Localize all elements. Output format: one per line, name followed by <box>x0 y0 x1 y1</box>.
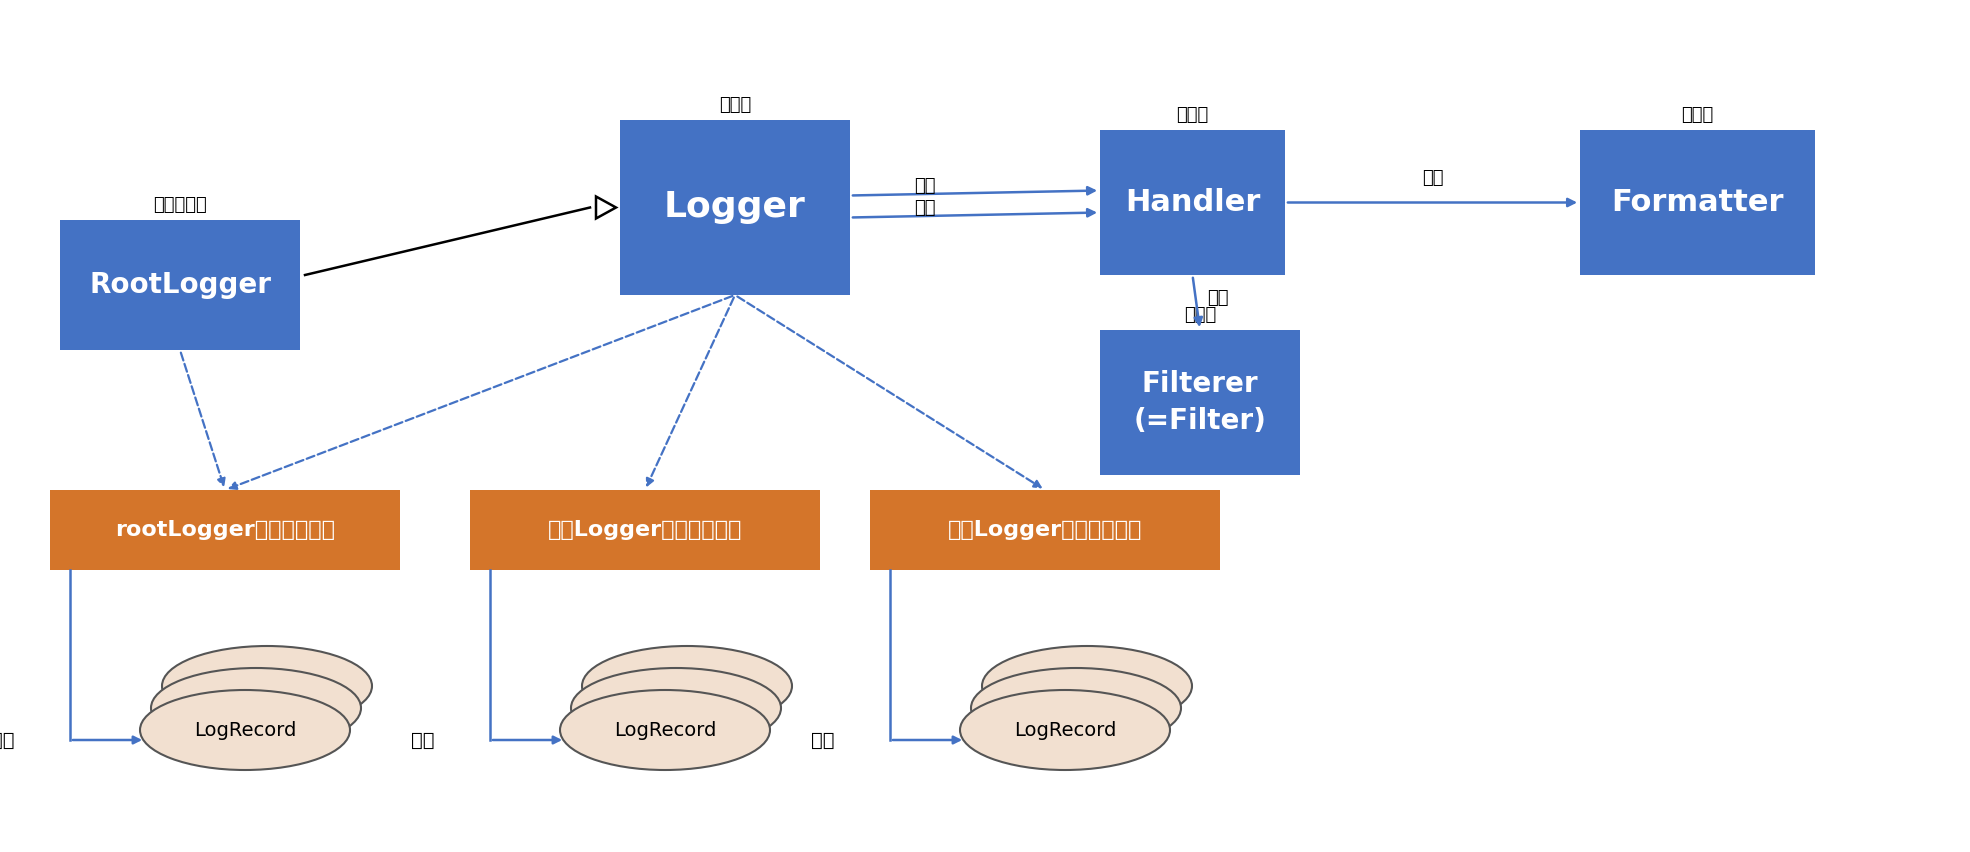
Ellipse shape <box>971 668 1180 748</box>
Text: LogRecord: LogRecord <box>193 721 296 740</box>
Ellipse shape <box>981 646 1192 726</box>
Text: Filterer
(=Filter): Filterer (=Filter) <box>1133 370 1267 435</box>
Ellipse shape <box>571 668 780 748</box>
Text: 生成: 生成 <box>412 730 435 750</box>
Text: 登録: 登録 <box>914 199 936 217</box>
Ellipse shape <box>162 646 372 726</box>
Ellipse shape <box>581 646 792 726</box>
Text: 登録: 登録 <box>1208 289 1229 307</box>
Text: Formatter: Formatter <box>1611 188 1783 217</box>
Text: 派生クラス: 派生クラス <box>154 196 207 214</box>
Text: クラス: クラス <box>1176 106 1210 124</box>
Text: クラス: クラス <box>1184 306 1215 324</box>
Text: rootLoggerオブジェクト: rootLoggerオブジェクト <box>114 520 335 540</box>
Text: LogRecord: LogRecord <box>1015 721 1117 740</box>
Ellipse shape <box>559 690 770 770</box>
Text: 独自Loggerオブジェクト: 独自Loggerオブジェクト <box>948 520 1143 540</box>
Text: 登録: 登録 <box>914 177 936 195</box>
FancyBboxPatch shape <box>1099 130 1284 275</box>
FancyBboxPatch shape <box>471 490 820 570</box>
Text: Logger: Logger <box>664 191 806 224</box>
Text: 生成: 生成 <box>0 730 16 750</box>
Text: LogRecord: LogRecord <box>615 721 717 740</box>
Ellipse shape <box>152 668 361 748</box>
Ellipse shape <box>959 690 1170 770</box>
Text: Handler: Handler <box>1125 188 1261 217</box>
Text: クラス: クラス <box>1680 106 1714 124</box>
FancyBboxPatch shape <box>621 120 849 295</box>
FancyBboxPatch shape <box>871 490 1219 570</box>
FancyBboxPatch shape <box>1580 130 1814 275</box>
Text: 独自Loggerオブジェクト: 独自Loggerオブジェクト <box>548 520 743 540</box>
Ellipse shape <box>140 690 351 770</box>
Text: 生成: 生成 <box>812 730 835 750</box>
FancyBboxPatch shape <box>49 490 400 570</box>
Text: RootLogger: RootLogger <box>89 271 272 299</box>
Text: 登録: 登録 <box>1422 169 1444 187</box>
FancyBboxPatch shape <box>1099 330 1300 475</box>
Text: クラス: クラス <box>719 96 751 114</box>
FancyBboxPatch shape <box>59 220 299 350</box>
